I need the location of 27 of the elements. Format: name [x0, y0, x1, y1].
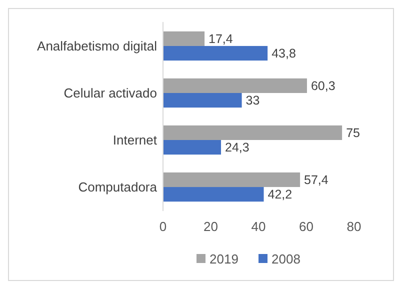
x-tick-label: 40 — [251, 219, 266, 234]
bar — [163, 46, 268, 61]
bar — [163, 31, 205, 46]
data-label: 43,8 — [272, 46, 296, 61]
bar — [163, 78, 307, 93]
x-tick-label: 0 — [159, 219, 167, 234]
data-label: 42,2 — [268, 188, 292, 202]
y-tick-label: Computadora — [78, 180, 158, 195]
data-label: 60,3 — [310, 79, 336, 94]
data-label: 17,4 — [208, 32, 233, 46]
data-label: 75 — [346, 126, 360, 140]
bar — [163, 140, 222, 155]
legend-label: 2008 — [272, 252, 300, 267]
data-label: 33 — [246, 94, 260, 108]
bar — [163, 172, 300, 188]
bar — [163, 125, 342, 140]
data-label: 24,3 — [225, 140, 250, 155]
y-tick-label: Celular activado — [64, 86, 157, 101]
data-label: 57,4 — [304, 173, 328, 188]
bar — [163, 92, 242, 108]
bar — [163, 187, 264, 202]
x-tick-label: 80 — [346, 219, 362, 234]
x-tick-label: 60 — [299, 219, 314, 234]
x-tick-label: 20 — [204, 219, 218, 234]
y-tick-label: Internet — [112, 132, 158, 148]
legend-label: 2019 — [210, 252, 238, 267]
y-tick-label: Analfabetismo digital — [37, 38, 158, 54]
